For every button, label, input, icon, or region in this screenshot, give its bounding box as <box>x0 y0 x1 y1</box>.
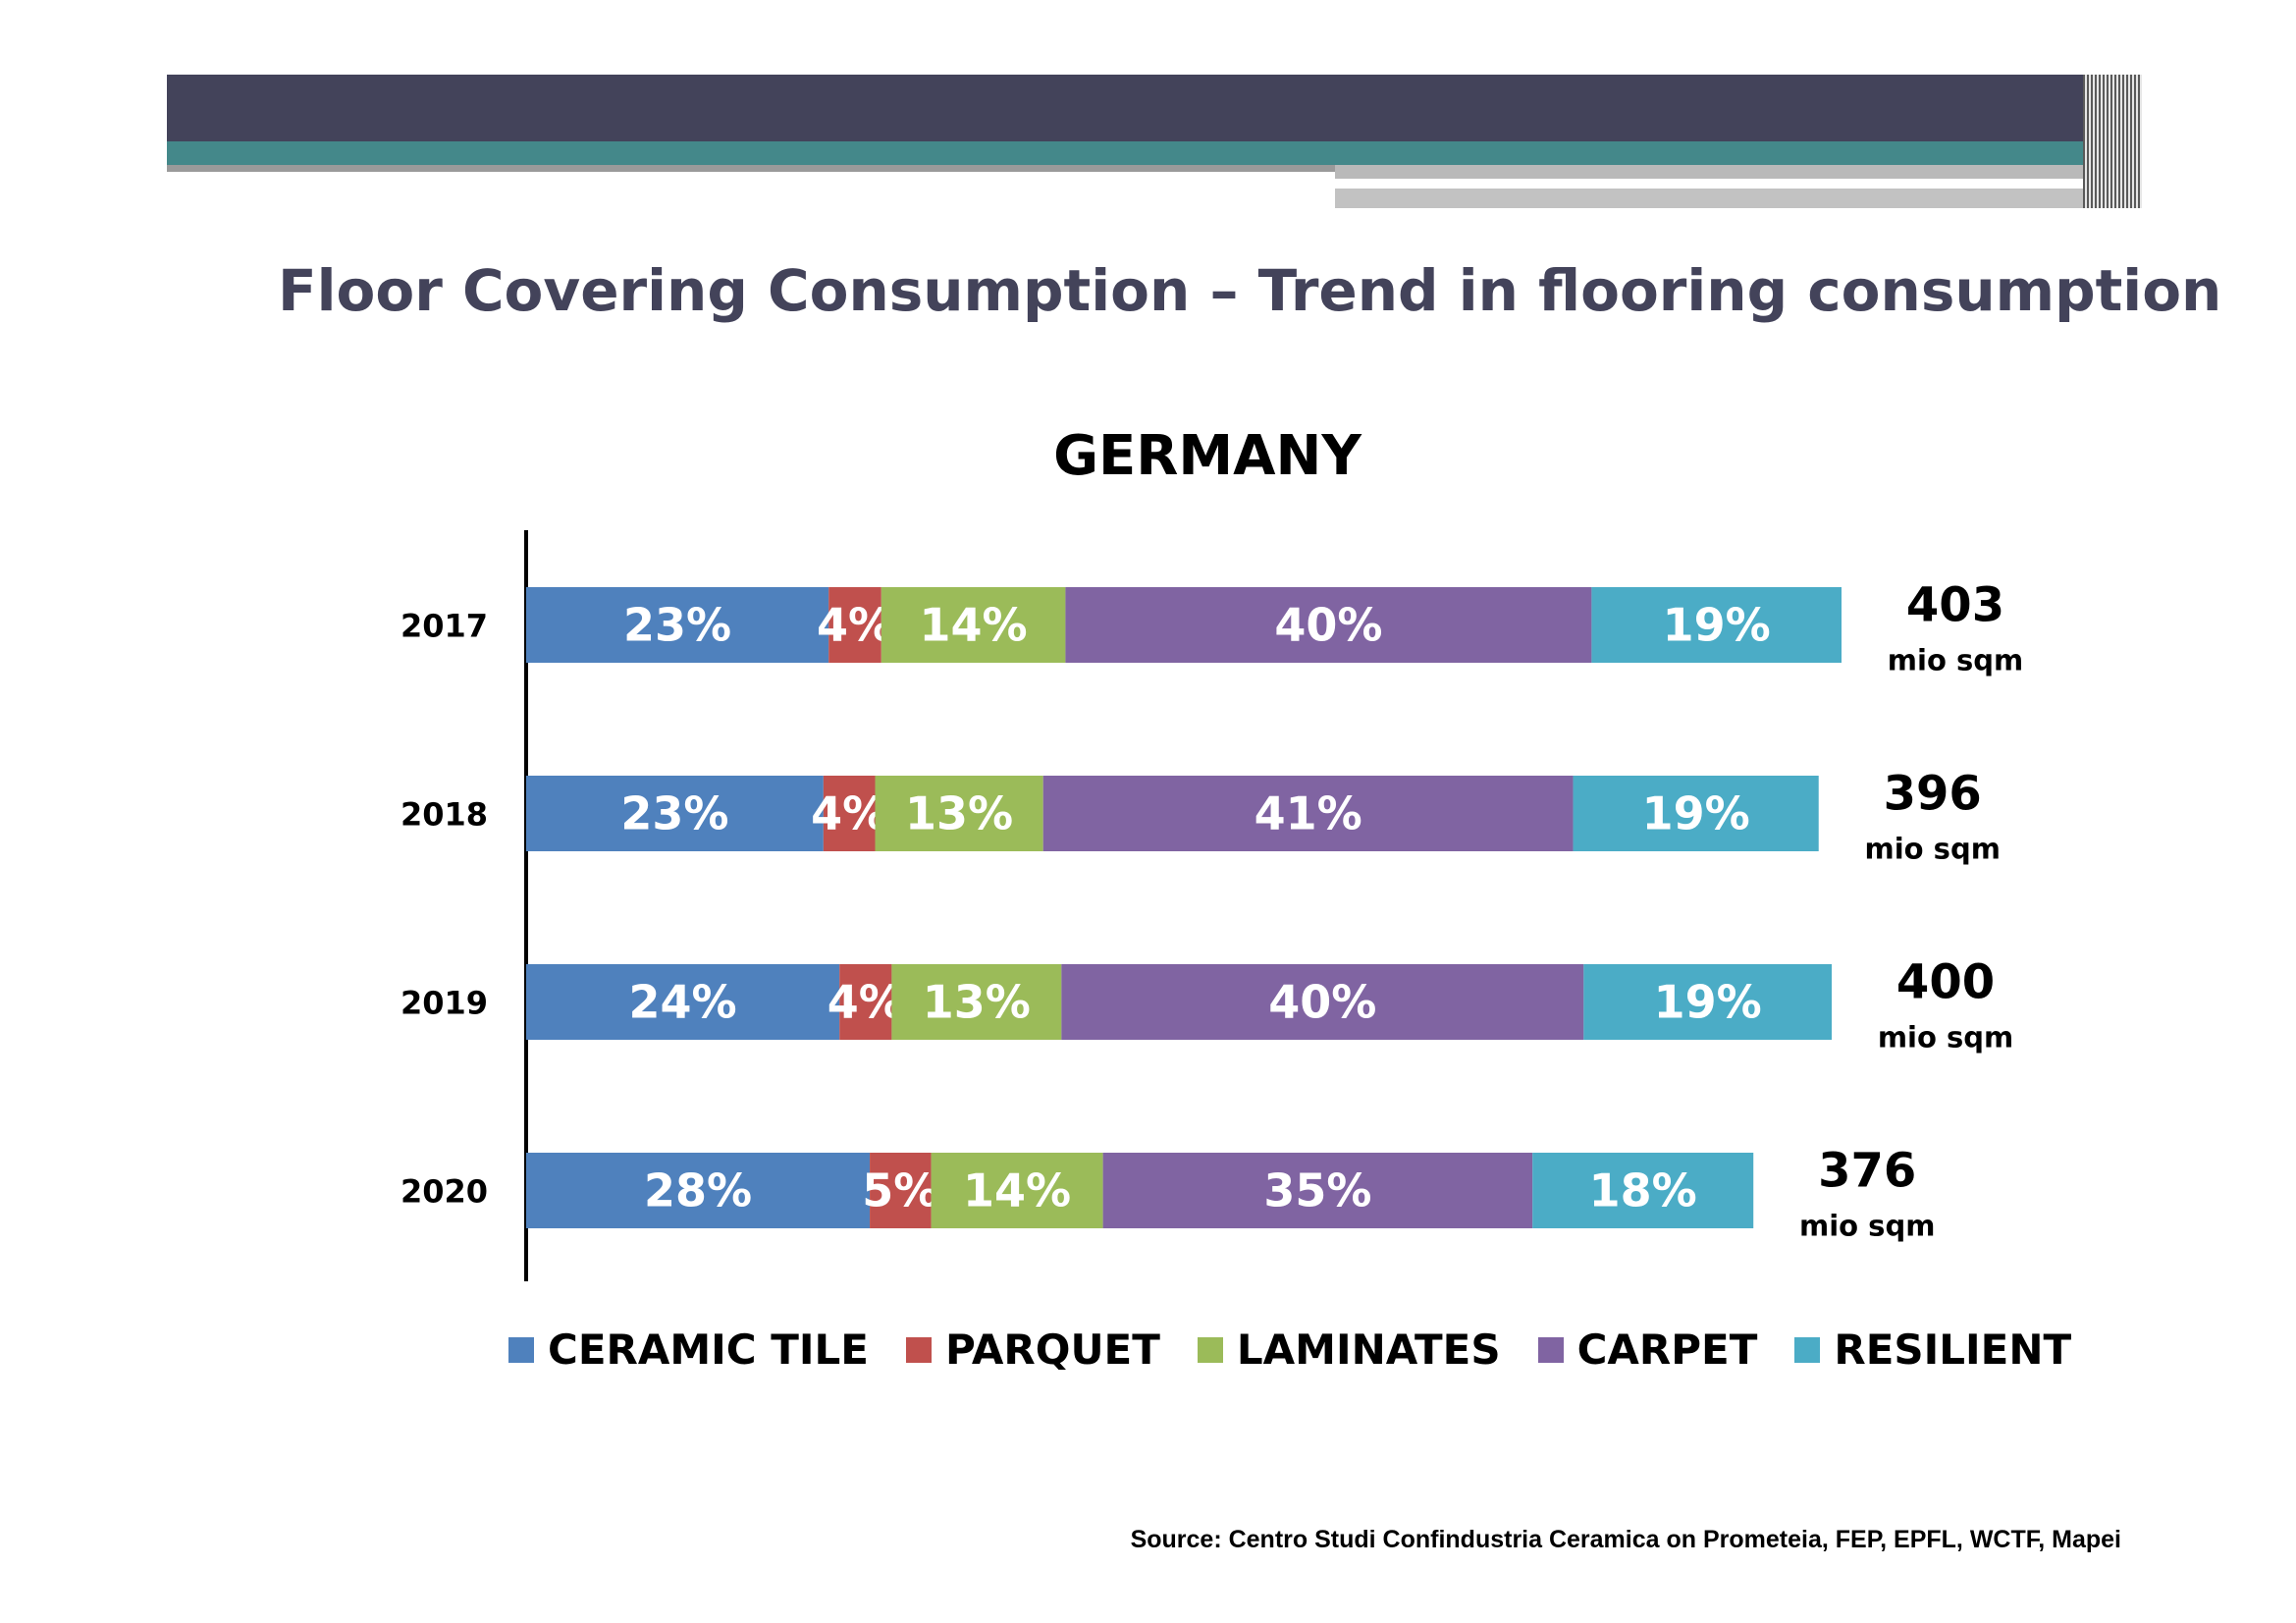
total-unit: mio sqm <box>1878 1021 2013 1055</box>
legend-swatch <box>1537 1336 1564 1363</box>
bar-segment <box>839 964 892 1040</box>
header-band-teal <box>167 141 2089 165</box>
bar-segment <box>1573 776 1819 851</box>
data-label: 4% <box>817 599 893 652</box>
header-band-dark <box>167 75 2089 141</box>
legend-swatch <box>508 1336 534 1363</box>
bar-segment <box>1583 964 1833 1040</box>
bar-segment <box>881 587 1066 663</box>
data-label: 35% <box>1263 1164 1371 1217</box>
data-label: 13% <box>923 976 1031 1029</box>
legend-item-ceramic-tile: CERAMIC TILE <box>508 1325 869 1374</box>
legend-swatch <box>905 1336 932 1363</box>
y-tick-label: 2019 <box>400 985 488 1022</box>
bar-segment <box>1532 1153 1754 1228</box>
data-label: 23% <box>623 599 731 652</box>
legend-label: CARPET <box>1576 1325 1758 1374</box>
header-band-gray <box>167 165 1335 172</box>
data-label: 19% <box>1663 599 1771 652</box>
bar-segment <box>1102 1153 1533 1228</box>
data-label: 5% <box>862 1164 938 1217</box>
bar-segment <box>526 587 829 663</box>
data-label: 14% <box>920 599 1028 652</box>
data-label: 41% <box>1255 787 1362 840</box>
data-label: 4% <box>811 787 887 840</box>
bar-segment <box>828 587 881 663</box>
bar-segment <box>1061 964 1584 1040</box>
header-band-gray-right <box>1335 165 2089 179</box>
bar-segment <box>526 964 840 1040</box>
legend-label: LAMINATES <box>1236 1325 1501 1374</box>
bar-segment <box>1591 587 1842 663</box>
total-value: 376 <box>1818 1144 1916 1199</box>
data-label: 40% <box>1268 976 1376 1029</box>
bar-segment <box>931 1153 1103 1228</box>
data-label: 28% <box>644 1164 752 1217</box>
data-label: 14% <box>963 1164 1071 1217</box>
total-unit: mio sqm <box>1799 1210 1935 1243</box>
chart: 2017 23% 4% 14% 40% 19% 403 mio sqm 2018 23% 4% 13%… <box>400 530 2023 1281</box>
data-label: 24% <box>629 976 737 1029</box>
total-unit: mio sqm <box>1865 833 2001 866</box>
bar-segment <box>1042 776 1574 851</box>
header-band-gray-lower <box>1335 189 2089 208</box>
bar-segment <box>823 776 876 851</box>
legend-swatch <box>1794 1336 1821 1363</box>
header-band-line <box>1337 181 1995 187</box>
total-value: 403 <box>1906 578 2004 633</box>
legend-item-parquet: PARQUET <box>905 1325 1160 1374</box>
legend-item-carpet: CARPET <box>1537 1325 1758 1374</box>
bar-segment <box>891 964 1062 1040</box>
y-tick-label: 2017 <box>400 608 488 645</box>
legend-item-resilient: RESILIENT <box>1794 1325 2071 1374</box>
chart-title: GERMANY <box>1053 424 1362 488</box>
bar-segment <box>870 1153 932 1228</box>
y-tick-label: 2020 <box>400 1173 488 1211</box>
legend-swatch <box>1197 1336 1223 1363</box>
header-texture <box>2083 75 2142 208</box>
legend-label: CERAMIC TILE <box>548 1325 869 1374</box>
data-label: 13% <box>905 787 1013 840</box>
chart-legend: CERAMIC TILE PARQUET LAMINATES CARPET RE… <box>508 1325 2109 1374</box>
data-label: 18% <box>1589 1164 1697 1217</box>
legend-label: RESILIENT <box>1834 1325 2072 1374</box>
data-label: 19% <box>1654 976 1762 1029</box>
total-unit: mio sqm <box>1888 644 2023 677</box>
legend-item-laminates: LAMINATES <box>1197 1325 1501 1374</box>
bar-segment <box>875 776 1043 851</box>
bar-segment <box>526 1153 871 1228</box>
total-value: 396 <box>1884 767 1982 822</box>
bar-segment <box>526 776 824 851</box>
bar-segment <box>1065 587 1592 663</box>
legend-label: PARQUET <box>944 1325 1160 1374</box>
source-note: Source: Centro Studi Confindustria Ceram… <box>1130 1526 2121 1553</box>
data-label: 4% <box>828 976 904 1029</box>
total-value: 400 <box>1896 955 1995 1010</box>
data-label: 23% <box>620 787 728 840</box>
y-tick-label: 2018 <box>400 796 488 834</box>
data-label: 40% <box>1274 599 1382 652</box>
data-label: 19% <box>1642 787 1750 840</box>
page-title: Floor Covering Consumption – Trend in fl… <box>278 257 2222 324</box>
